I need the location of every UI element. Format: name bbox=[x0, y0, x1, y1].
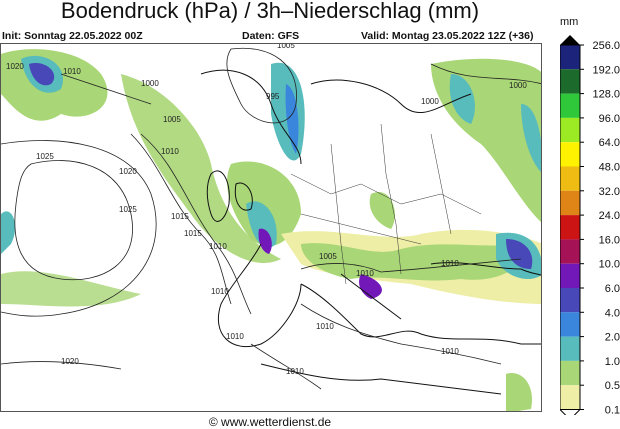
colorbar-segment bbox=[560, 215, 580, 240]
colorbar-label: 1.0 bbox=[605, 356, 620, 368]
colorbar-label: 192.0 bbox=[592, 64, 620, 76]
precipitation-colorbar: 256.0 192.0 128.0 96.0 64.0 48.0 32.0 24.0 16.0 1… bbox=[560, 35, 620, 415]
precipitation-areas bbox=[1, 49, 541, 411]
colorbar-label: 6.0 bbox=[605, 283, 620, 295]
colorbar-label: 2.0 bbox=[605, 332, 620, 344]
colorbar-label: 48.0 bbox=[599, 162, 620, 174]
colorbar-label: 24.0 bbox=[599, 210, 620, 222]
colorbar-segment bbox=[560, 142, 580, 167]
colorbar-segment bbox=[560, 360, 580, 386]
isobar-label: 1005 bbox=[319, 252, 337, 261]
colorbar-segment bbox=[560, 263, 580, 288]
weather-map: 1005 1010 1000 995 1005 1025 1020 1015 1… bbox=[0, 43, 542, 412]
isobar-label: 1010 bbox=[209, 242, 227, 251]
isobar-label: 1000 bbox=[509, 81, 527, 90]
colorbar-segment bbox=[560, 117, 580, 143]
colorbar-label: 256.0 bbox=[592, 40, 620, 52]
isobar-label: 1010 bbox=[226, 332, 244, 341]
isobar-label: 1010 bbox=[356, 269, 374, 278]
colorbar-label: 96.0 bbox=[599, 113, 620, 125]
isobar-label: 1015 bbox=[171, 212, 189, 221]
isobar-label: 1000 bbox=[141, 79, 159, 88]
country-borders bbox=[290, 123, 482, 285]
legend-unit: mm bbox=[560, 16, 579, 28]
colorbar-label: 10.0 bbox=[599, 259, 620, 271]
copyright: © www.wetterdienst.de bbox=[208, 415, 332, 429]
isobar-label: 1010 bbox=[441, 259, 459, 268]
isobars bbox=[1, 47, 541, 390]
isobar-label: 1020 bbox=[119, 167, 137, 176]
colorbar-segment bbox=[560, 166, 580, 191]
colorbar-segment bbox=[560, 190, 580, 216]
valid-time: Valid: Montag 23.05.2022 12Z (+36) bbox=[361, 30, 534, 42]
isobar-label: 1005 bbox=[163, 115, 181, 124]
isobar-labels: 1005 1010 1000 995 1005 1025 1020 1015 1… bbox=[6, 44, 527, 376]
map-title: Bodendruck (hPa) / 3h–Niederschlag (mm) bbox=[60, 0, 480, 23]
isobar-label: 1000 bbox=[421, 97, 439, 106]
isobar-label: 1010 bbox=[63, 67, 81, 76]
isobar-label: 995 bbox=[266, 92, 280, 101]
colorbar-segment bbox=[560, 93, 580, 118]
isobar-label: 1020 bbox=[61, 357, 79, 366]
precipitation-pressure-map: 1005 1010 1000 995 1005 1025 1020 1015 1… bbox=[1, 44, 541, 411]
isobar-label: 1005 bbox=[277, 44, 295, 50]
colorbar-segment bbox=[560, 69, 580, 94]
colorbar-label: 4.0 bbox=[605, 307, 620, 319]
isobar-label: 1025 bbox=[119, 205, 137, 214]
colorbar-segment bbox=[560, 288, 580, 313]
colorbar-max-arrow bbox=[560, 35, 580, 45]
colorbar-segment bbox=[560, 239, 580, 264]
isobar-label: 1020 bbox=[6, 62, 24, 71]
colorbar-label: 32.0 bbox=[599, 186, 620, 198]
isobar-label: 1010 bbox=[441, 347, 459, 356]
isobar-label: 1015 bbox=[184, 229, 202, 238]
colorbar-label: 64.0 bbox=[599, 137, 620, 149]
colorbar-segment bbox=[560, 45, 580, 70]
colorbar-label: 128.0 bbox=[592, 89, 620, 101]
isobar-label: 1010 bbox=[316, 322, 334, 331]
colorbar-segment bbox=[560, 385, 580, 410]
colorbar-min-arrow bbox=[560, 409, 582, 415]
colorbar-label: 0.1 bbox=[605, 405, 620, 416]
colorbar-label: 0.5 bbox=[605, 380, 620, 392]
data-source: Daten: GFS bbox=[242, 30, 300, 42]
init-time: Init: Sonntag 22.05.2022 00Z bbox=[2, 30, 143, 42]
colorbar-label: 16.0 bbox=[599, 234, 620, 246]
isobar-label: 1025 bbox=[36, 152, 54, 161]
colorbar-segment bbox=[560, 336, 580, 361]
coastlines bbox=[200, 69, 541, 395]
isobar-label: 1010 bbox=[161, 147, 179, 156]
isobar-label: 1010 bbox=[211, 287, 229, 296]
colorbar-segment bbox=[560, 312, 580, 337]
isobar-label: 1010 bbox=[286, 367, 304, 376]
colorbar-frame bbox=[560, 44, 581, 410]
